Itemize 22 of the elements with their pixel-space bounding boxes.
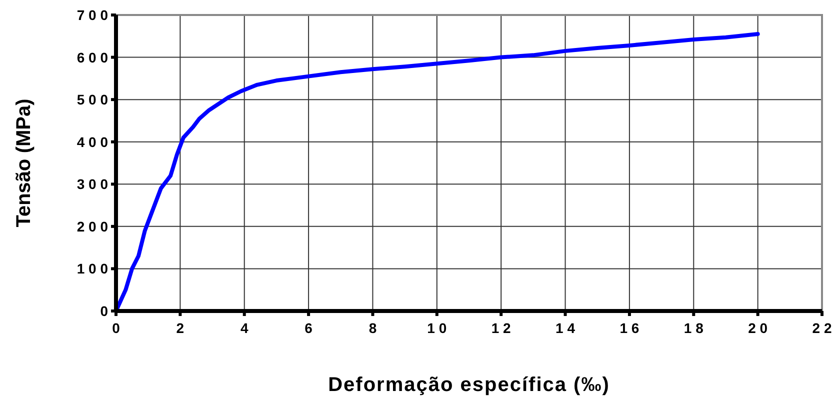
x-tick-label: 1 2 [491, 320, 512, 336]
y-tick-label: 5 0 0 [76, 92, 108, 108]
y-axis-title: Tensão (MPa) [13, 98, 35, 228]
x-tick-label: 2 [176, 320, 184, 336]
x-tick-label: 4 [240, 320, 248, 336]
x-tick-label: 2 0 [748, 320, 768, 336]
x-tick-label: 0 [112, 320, 120, 336]
x-tick-label: 8 [368, 320, 377, 336]
y-tick-label: 3 0 0 [76, 176, 108, 192]
x-tick-label: 1 0 [427, 320, 447, 336]
x-tick-label: 6 [304, 320, 313, 336]
y-tick-label: 2 0 0 [76, 218, 108, 234]
y-tick-label: 1 0 0 [76, 260, 108, 277]
x-tick-label: 1 8 [684, 320, 704, 336]
y-tick-label: 6 0 0 [76, 49, 108, 66]
x-tick-label: 2 2 [812, 320, 832, 336]
y-tick-label: 0 [100, 303, 108, 319]
x-tick-label: 1 4 [556, 320, 576, 336]
x-axis-title: Deformação específica (‰) [328, 374, 610, 396]
y-tick-label: 7 0 0 [76, 7, 108, 23]
y-tick-label: 4 0 0 [76, 134, 108, 150]
x-tick-label: 1 6 [620, 320, 640, 336]
